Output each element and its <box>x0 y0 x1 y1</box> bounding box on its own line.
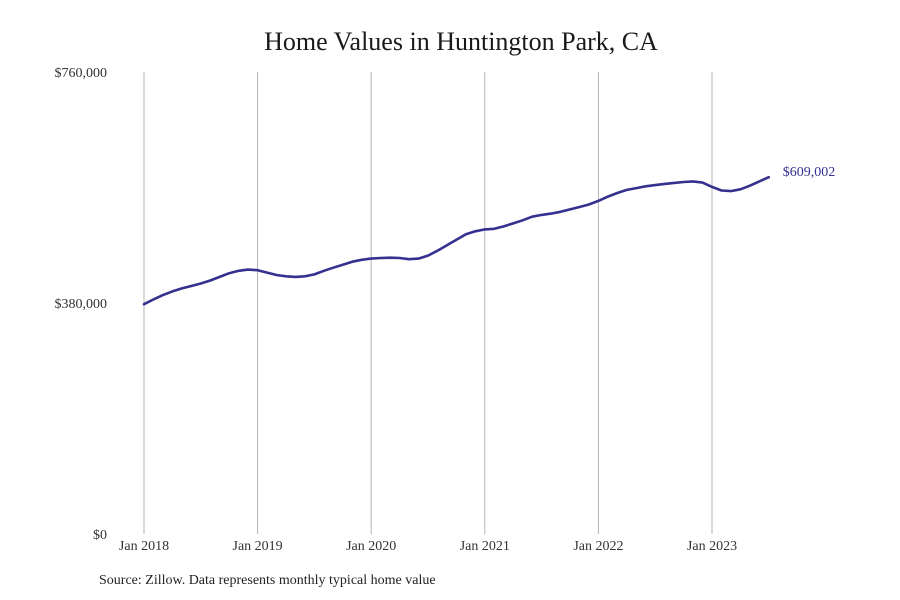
gridlines <box>143 72 713 534</box>
x-tick-label-5: Jan 2023 <box>687 539 737 554</box>
series-layer: $609,002 <box>142 165 836 306</box>
x-axis-ticks: Jan 2018 Jan 2019 Jan 2020 Jan 2021 Jan 2022… <box>119 539 737 554</box>
x-tick-label-4: Jan 2022 <box>573 539 623 554</box>
x-tick-label-3: Jan 2021 <box>460 539 510 554</box>
y-tick-label-2: $760,000 <box>55 66 108 81</box>
y-axis-ticks: $0 $380,000 $760,000 <box>55 66 108 543</box>
chart-title: Home Values in Huntington Park, CA <box>264 27 658 56</box>
x-tick-label-0: Jan 2018 <box>119 539 169 554</box>
series-end-label-0: $609,002 <box>783 165 836 180</box>
source-note: Source: Zillow. Data represents monthly … <box>99 573 436 588</box>
y-tick-label-1: $380,000 <box>55 297 108 312</box>
x-tick-label-1: Jan 2019 <box>233 539 283 554</box>
y-tick-label-0: $0 <box>93 528 107 543</box>
series-line-0 <box>142 175 771 306</box>
x-tick-label-2: Jan 2020 <box>346 539 396 554</box>
